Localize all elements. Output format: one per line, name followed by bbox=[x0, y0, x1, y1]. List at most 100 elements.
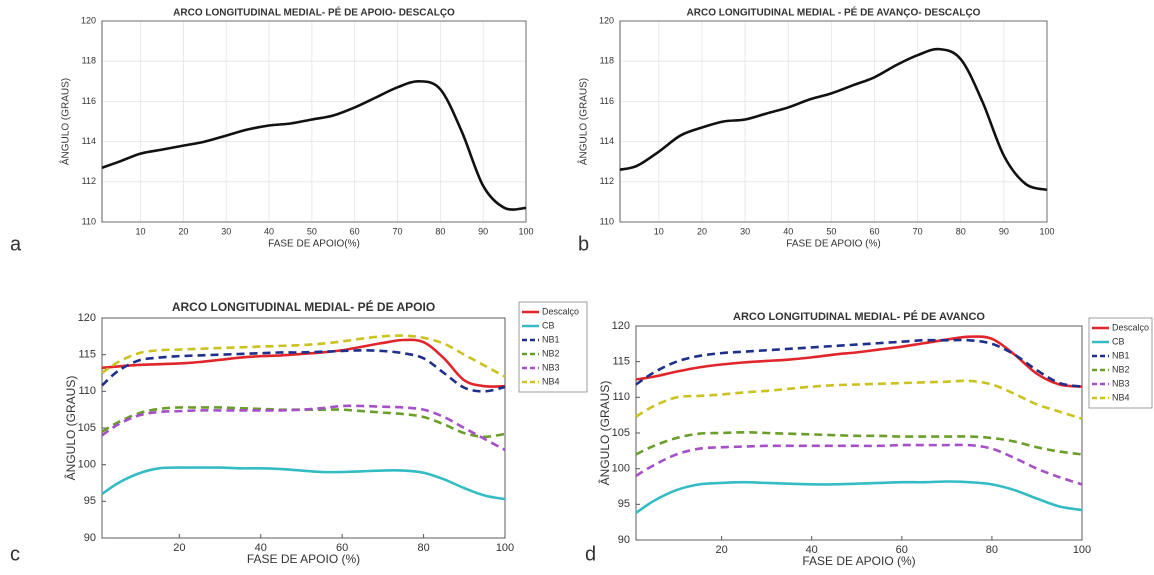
y-tick-label: 120 bbox=[599, 15, 614, 25]
y-tick-label: 95 bbox=[84, 495, 96, 507]
x-tick-label: 50 bbox=[307, 226, 317, 236]
x-tick-label: 50 bbox=[826, 226, 836, 236]
y-tick-label: 114 bbox=[82, 136, 96, 146]
y-tick-label: 115 bbox=[612, 356, 630, 368]
y-tick-label: 120 bbox=[612, 320, 630, 332]
data-line bbox=[635, 430, 1083, 456]
data-line bbox=[635, 335, 1083, 388]
x-tick-label: 60 bbox=[896, 544, 908, 556]
x-tick-label: 100 bbox=[1073, 544, 1091, 556]
x-axis-label: FASE DE APOIO(%) bbox=[268, 239, 360, 250]
data-line bbox=[635, 480, 1083, 514]
y-tick-label: 105 bbox=[612, 427, 630, 439]
x-tick-label: 90 bbox=[478, 226, 488, 236]
chart-title: ARCO LONGITUDINAL MEDIAL- PÉ DE AVANCO bbox=[733, 310, 985, 323]
legend-label: NB4 bbox=[1112, 392, 1130, 402]
x-tick-label: 60 bbox=[336, 542, 348, 554]
x-tick-label: 100 bbox=[518, 226, 533, 236]
panel-label: a bbox=[10, 233, 22, 255]
x-tick-label: 40 bbox=[255, 542, 267, 554]
y-tick-label: 118 bbox=[600, 56, 614, 66]
y-tick-label: 116 bbox=[600, 96, 614, 106]
y-axis-label: ÂNGULO (GRAUS) bbox=[59, 78, 72, 165]
plot-area bbox=[101, 20, 527, 223]
legend-label: NB2 bbox=[1112, 364, 1130, 374]
y-tick-label: 105 bbox=[78, 422, 96, 434]
chart-title: ARCO LONGITUDINAL MEDIAL- PÉ DE APOIO- D… bbox=[173, 6, 455, 19]
y-tick-label: 90 bbox=[618, 534, 630, 546]
data-line bbox=[101, 338, 506, 388]
legend-label: NB3 bbox=[542, 362, 560, 372]
legend-label: NB4 bbox=[542, 376, 560, 386]
x-tick-label: 80 bbox=[417, 542, 429, 554]
y-tick-label: 110 bbox=[78, 385, 96, 397]
y-tick-label: 100 bbox=[78, 459, 96, 471]
y-tick-label: 110 bbox=[612, 391, 630, 403]
x-tick-label: 60 bbox=[869, 226, 879, 236]
y-tick-label: 112 bbox=[82, 176, 96, 186]
y-tick-label: 114 bbox=[600, 136, 614, 146]
x-tick-label: 40 bbox=[783, 226, 793, 236]
x-tick-label: 40 bbox=[806, 544, 818, 556]
y-axis-label: ÂNGULO (GRAUS) bbox=[577, 78, 590, 165]
data-line bbox=[635, 443, 1083, 486]
panel-label: d bbox=[585, 543, 596, 565]
x-tick-label: 30 bbox=[740, 226, 750, 236]
x-tick-label: 80 bbox=[435, 226, 445, 236]
y-tick-label: 120 bbox=[78, 312, 96, 324]
legend-box bbox=[1088, 317, 1153, 409]
data-line bbox=[101, 406, 506, 439]
plot-frame bbox=[635, 325, 1083, 541]
x-tick-label: 80 bbox=[956, 226, 966, 236]
y-tick-label: 112 bbox=[600, 176, 614, 186]
legend-label: NB1 bbox=[542, 334, 560, 344]
data-line bbox=[101, 348, 506, 393]
plot-frame bbox=[619, 20, 1048, 223]
x-tick-label: 100 bbox=[1039, 226, 1054, 236]
x-tick-label: 70 bbox=[913, 226, 923, 236]
legend-label: Descalço bbox=[1112, 322, 1149, 332]
data-line bbox=[635, 338, 1083, 388]
y-tick-label: 110 bbox=[82, 216, 96, 226]
x-tick-label: 20 bbox=[697, 226, 707, 236]
y-axis-label: ÂNGULO (GRAUS) bbox=[597, 381, 612, 486]
x-tick-label: 90 bbox=[999, 226, 1009, 236]
x-axis-label: FASE DE APOIO (%) bbox=[247, 552, 360, 566]
x-tick-label: 10 bbox=[654, 226, 664, 236]
x-tick-label: 70 bbox=[393, 226, 403, 236]
legend-label: Descalço bbox=[542, 306, 579, 316]
chart-title: ARCO LONGITUDINAL MEDIAL- PÉ DE APOIO bbox=[172, 299, 435, 314]
data-line bbox=[101, 79, 527, 211]
x-tick-label: 10 bbox=[136, 226, 146, 236]
legend-box bbox=[518, 301, 588, 393]
data-line bbox=[101, 404, 506, 452]
panel-label: c bbox=[10, 543, 20, 565]
y-tick-label: 118 bbox=[82, 56, 96, 66]
plot-area bbox=[619, 20, 1048, 223]
plot-frame bbox=[101, 20, 527, 223]
y-tick-label: 115 bbox=[78, 349, 96, 361]
legend-label: NB3 bbox=[1112, 378, 1130, 388]
y-tick-label: 116 bbox=[82, 96, 96, 106]
x-tick-label: 80 bbox=[986, 544, 998, 556]
x-tick-label: 60 bbox=[350, 226, 360, 236]
x-tick-label: 40 bbox=[264, 226, 274, 236]
x-tick-label: 100 bbox=[496, 542, 514, 554]
legend-label: CB bbox=[542, 320, 555, 330]
data-line bbox=[619, 47, 1048, 192]
data-line bbox=[101, 466, 506, 501]
x-axis-label: FASE DE APOIO (%) bbox=[802, 554, 915, 568]
x-tick-label: 20 bbox=[178, 226, 188, 236]
legend-label: NB2 bbox=[542, 348, 560, 358]
legend-label: CB bbox=[1112, 336, 1125, 346]
x-tick-label: 20 bbox=[715, 544, 727, 556]
panel-label: b bbox=[578, 233, 589, 255]
y-tick-label: 100 bbox=[612, 463, 630, 475]
data-line bbox=[635, 379, 1083, 420]
legend-label: NB1 bbox=[1112, 350, 1130, 360]
y-tick-label: 90 bbox=[84, 532, 96, 544]
data-line bbox=[101, 334, 506, 378]
y-tick-label: 110 bbox=[600, 216, 614, 226]
y-axis-label: ÂNGULO (GRAUS) bbox=[63, 376, 78, 481]
